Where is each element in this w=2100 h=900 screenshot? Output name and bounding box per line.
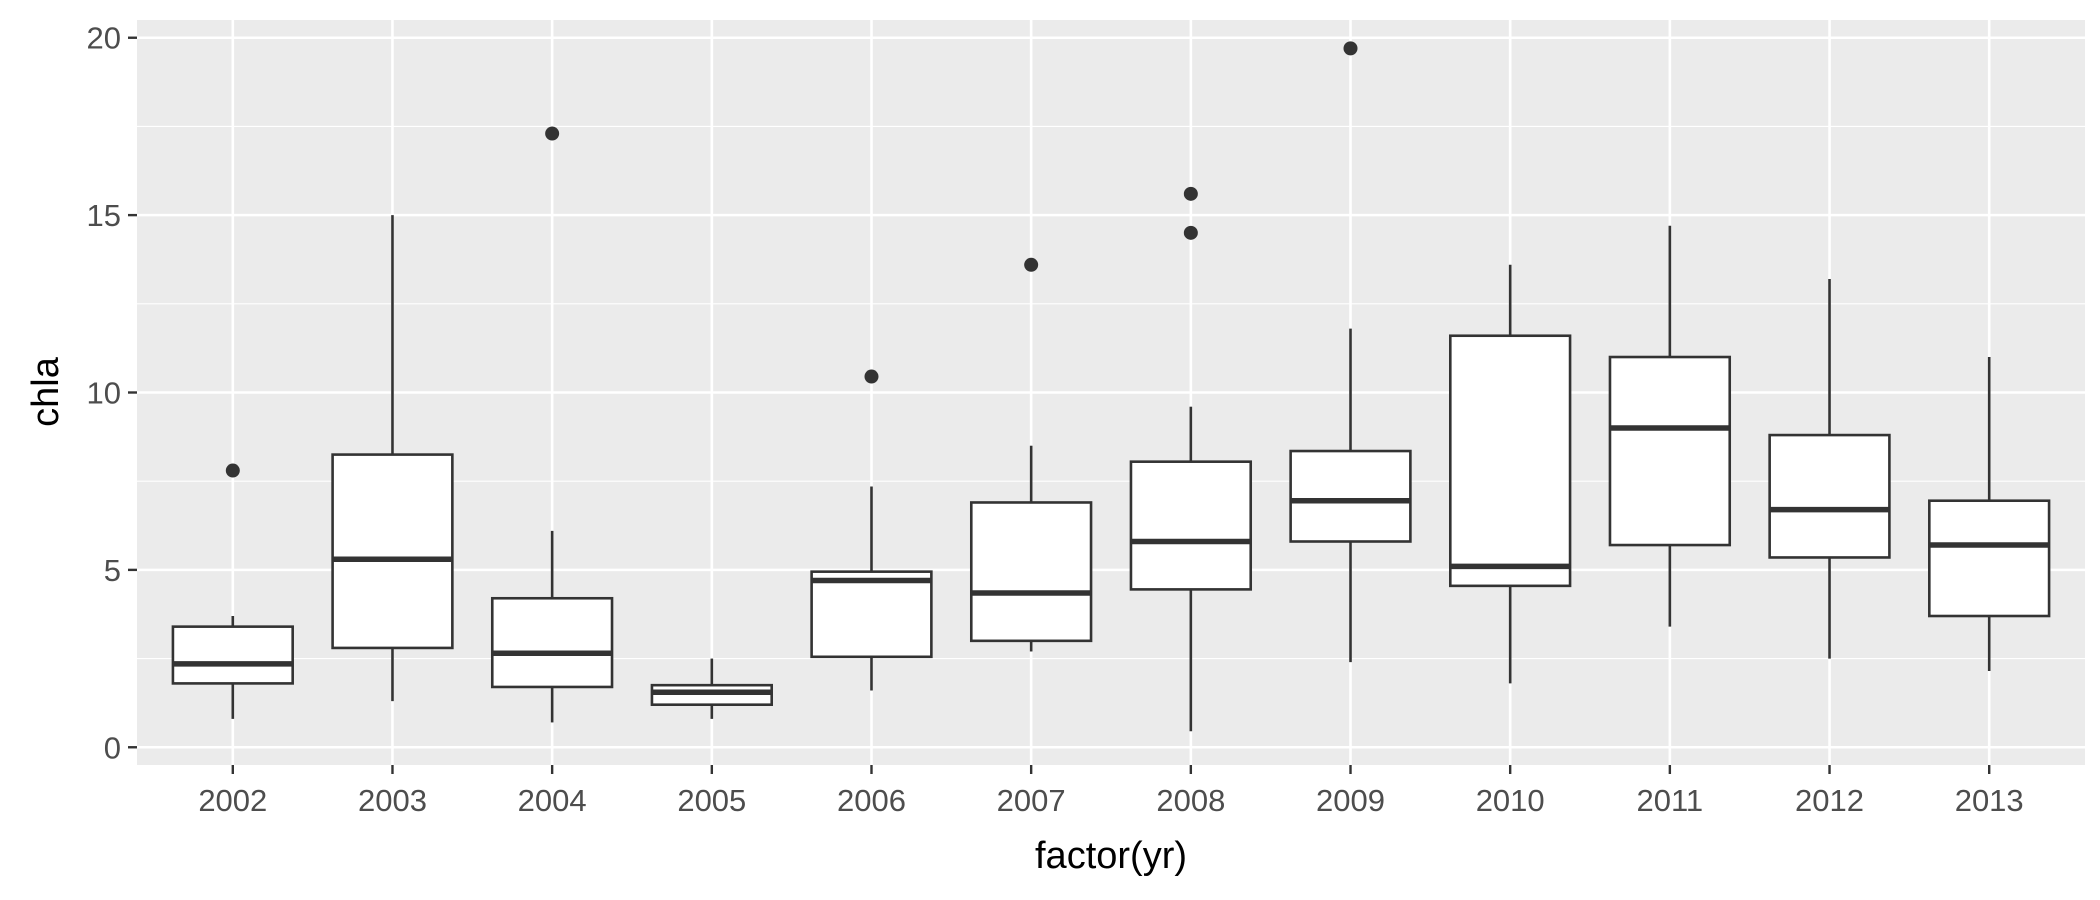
outlier-point — [864, 369, 879, 384]
box-iqr — [1129, 460, 1253, 591]
box-2013 — [1928, 357, 2051, 671]
x-tick-label: 2007 — [997, 783, 1066, 818]
x-tick-label: 2003 — [358, 783, 427, 818]
box-2006 — [810, 369, 933, 691]
y-tick-label: 0 — [104, 730, 121, 765]
y-tick-label: 20 — [87, 21, 121, 56]
minor-gridlines — [137, 125, 2085, 660]
box-2005 — [650, 658, 773, 719]
x-tick-label: 2009 — [1316, 783, 1385, 818]
y-axis: 0 5 10 15 20 — [87, 21, 137, 765]
x-tick-label: 2010 — [1476, 783, 1545, 818]
box-2007 — [969, 257, 1093, 652]
box-2003 — [331, 215, 454, 702]
x-tick-label: 2004 — [518, 783, 587, 818]
x-tick-label: 2012 — [1795, 783, 1864, 818]
box-2008 — [1129, 186, 1253, 732]
box-iqr — [490, 596, 614, 689]
outlier-point — [1183, 186, 1198, 201]
x-tick-label: 2005 — [677, 783, 746, 818]
box-2002 — [171, 463, 294, 719]
x-tick-label: 2006 — [837, 783, 906, 818]
box-2012 — [1768, 278, 1891, 659]
box-2011 — [1608, 225, 1732, 627]
outlier-point — [1343, 41, 1358, 56]
box-2010 — [1449, 264, 1572, 684]
outlier-point — [1024, 257, 1039, 272]
box-iqr — [969, 501, 1093, 643]
y-tick-label: 5 — [104, 553, 121, 588]
outlier-point — [545, 126, 560, 141]
outlier-point — [1183, 225, 1198, 240]
outlier-point — [225, 463, 240, 478]
x-tick-label: 2002 — [198, 783, 267, 818]
box-iqr — [1608, 355, 1732, 547]
box-iqr — [1289, 449, 1412, 543]
box-series — [171, 41, 2051, 732]
x-axis-title: factor(yr) — [1035, 835, 1187, 877]
box-iqr — [1768, 433, 1891, 559]
box-2009 — [1289, 41, 1412, 663]
box-iqr — [810, 570, 933, 659]
y-tick-label: 15 — [87, 198, 121, 233]
box-iqr — [171, 625, 294, 685]
box-iqr — [1449, 334, 1572, 588]
box-iqr — [1928, 499, 2051, 618]
box-iqr — [331, 453, 454, 650]
x-axis: 2002 2003 2004 2005 2006 2007 2008 2009 2010 2011… — [198, 765, 2024, 818]
box-2004 — [490, 126, 614, 723]
y-axis-title: chla — [25, 356, 67, 427]
x-tick-label: 2013 — [1955, 783, 2024, 818]
x-tick-label: 2008 — [1156, 783, 1225, 818]
y-tick-label: 10 — [87, 376, 121, 411]
x-tick-label: 2011 — [1637, 783, 1704, 818]
